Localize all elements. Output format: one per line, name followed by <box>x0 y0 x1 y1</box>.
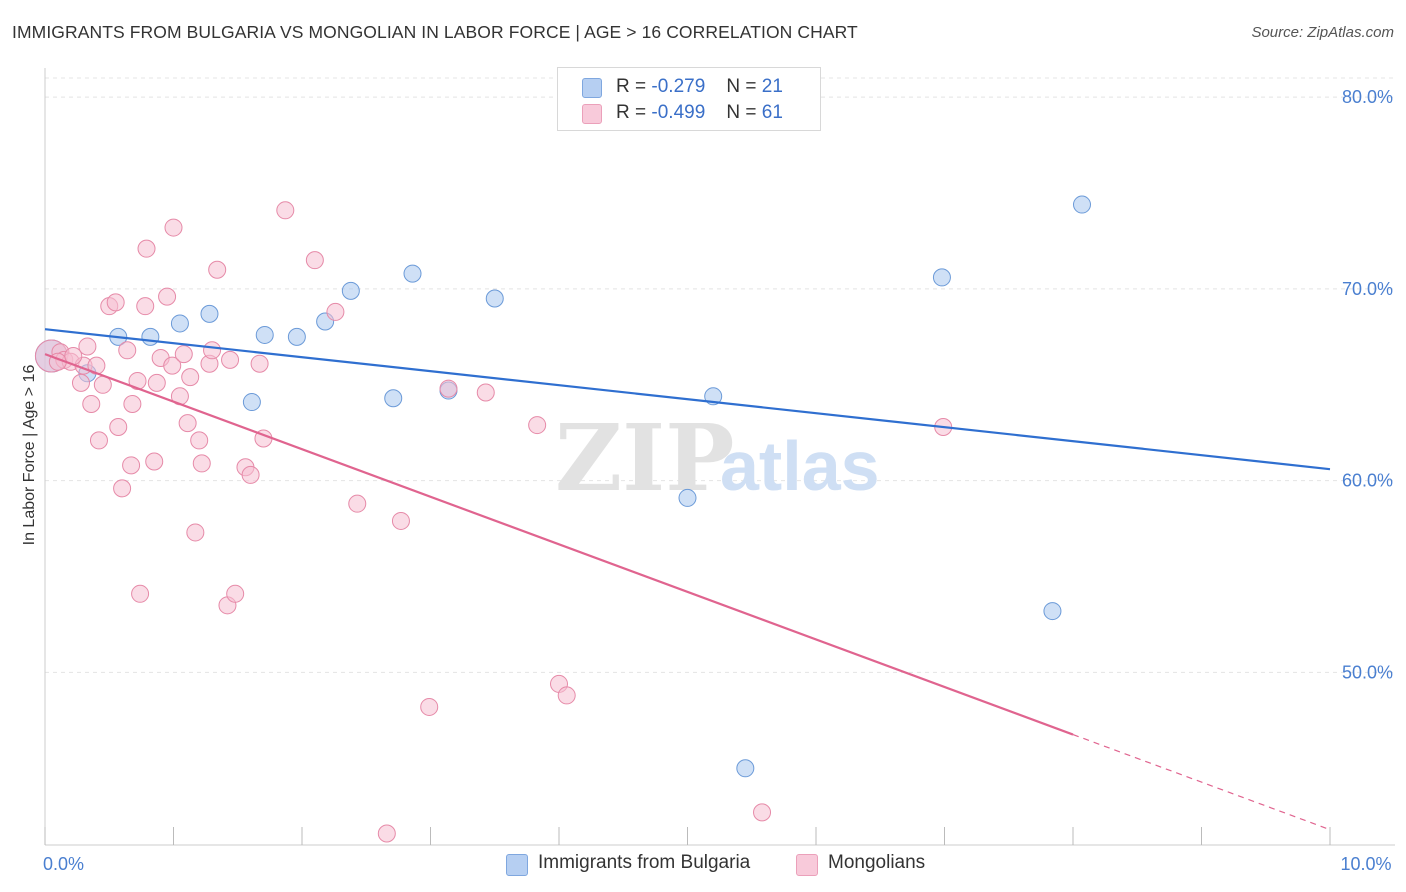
legend-n-value: 61 <box>761 102 783 123</box>
mongolians-point <box>164 218 183 237</box>
mongolians-point <box>241 465 260 484</box>
mongolians-point <box>136 297 155 316</box>
legend-r-value: -0.279 <box>651 76 706 97</box>
mongolians-point <box>439 379 458 398</box>
mongolians-point <box>71 373 90 392</box>
mongolians-point <box>106 293 125 312</box>
mongolians-point <box>82 394 101 413</box>
y-tick-label: 60.0% <box>1342 471 1393 491</box>
bulgaria-point <box>170 314 189 333</box>
legend-r-label: R = <box>616 102 647 123</box>
mongolians-point <box>208 260 227 279</box>
mongolians-point <box>348 494 367 513</box>
bulgaria-point <box>341 281 360 300</box>
mongolians-point <box>158 287 177 306</box>
bulgaria-point <box>200 304 219 323</box>
mongolians-point <box>190 431 209 450</box>
legend-r-label: R = <box>616 76 647 97</box>
mongolians-point <box>377 824 396 843</box>
mongolians-legend-swatch <box>796 854 818 876</box>
legend-n-label: N = <box>726 102 757 123</box>
legend-r-value: -0.499 <box>651 102 706 123</box>
bulgaria-legend-label: Immigrants from Bulgaria <box>538 852 751 873</box>
bulgaria-point <box>255 325 274 344</box>
mongolians-trend-line <box>44 353 1074 736</box>
mongolians-point <box>391 511 410 530</box>
bulgaria-point <box>485 289 504 308</box>
mongolians-point <box>109 417 128 436</box>
mongolians-point <box>226 584 245 603</box>
mongolians-point <box>78 337 97 356</box>
mongolians-point <box>557 686 576 705</box>
bulgaria-point <box>141 327 160 346</box>
x-tick-label: 10.0% <box>1340 854 1391 874</box>
mongolians-point <box>305 251 324 270</box>
bulgaria-point <box>242 393 261 412</box>
mongolians-point <box>118 341 137 360</box>
bulgaria-point <box>678 488 697 507</box>
mongolians-point <box>753 803 772 822</box>
bulgaria-point <box>1072 195 1091 214</box>
legend-n-value: 21 <box>761 76 783 97</box>
mongolians-point <box>163 356 182 375</box>
mongolians-point <box>250 354 269 373</box>
stats-legend: R = -0.279 N = 21 R = -0.499 N = 61 <box>557 67 821 131</box>
mongolians-point <box>137 239 156 258</box>
mongolians-point <box>123 394 142 413</box>
watermark-zip: ZIP <box>555 404 734 512</box>
mongolians-point <box>145 452 164 471</box>
bulgaria-point <box>403 264 422 283</box>
mongolians-point <box>89 431 108 450</box>
mongolians-legend-label: Mongolians <box>828 852 926 873</box>
bulgaria-point <box>287 327 306 346</box>
mongolians-point <box>528 416 547 435</box>
mongolians-point <box>276 201 295 220</box>
bulgaria-point <box>932 268 951 287</box>
mongolians-point <box>192 454 211 473</box>
source-label: Source: ZipAtlas.com <box>1251 24 1394 41</box>
y-tick-label: 70.0% <box>1342 279 1393 299</box>
mongolians-point <box>326 302 345 321</box>
bulgaria-point <box>736 759 755 778</box>
y-tick-label: 50.0% <box>1342 662 1393 682</box>
mongolians-point <box>203 341 222 360</box>
x-tick-label: 0.0% <box>43 854 84 874</box>
mongolians-point <box>178 414 197 433</box>
bulgaria-point <box>1043 602 1062 621</box>
bulgaria-trend-line <box>44 328 1331 471</box>
y-tick-label: 80.0% <box>1342 87 1393 107</box>
watermark-atlas: atlas <box>720 427 880 505</box>
mongolians-point <box>186 523 205 542</box>
axes <box>44 68 1395 846</box>
mongolians-point <box>122 456 141 475</box>
gridlines <box>45 77 1395 673</box>
bulgaria-swatch <box>582 78 602 98</box>
mongolians-swatch <box>582 104 602 124</box>
mongolians-point <box>420 697 439 716</box>
bulgaria-legend-swatch <box>506 854 528 876</box>
y-axis-title: In Labor Force | Age > 16 <box>21 365 38 546</box>
mongolians-point <box>113 479 132 498</box>
legend-n-label: N = <box>726 76 757 97</box>
chart-title: IMMIGRANTS FROM BULGARIA VS MONGOLIAN IN… <box>12 22 858 42</box>
mongolians-trend-line-extension <box>1072 733 1331 831</box>
mongolians-point <box>221 350 240 369</box>
mongolians-point <box>476 383 495 402</box>
watermark: ZIP atlas <box>555 404 880 512</box>
mongolians-point <box>131 584 150 603</box>
mongolians-point <box>174 345 193 364</box>
mongolians-point <box>181 368 200 387</box>
bulgaria-point <box>384 389 403 408</box>
mongolians-point <box>147 373 166 392</box>
